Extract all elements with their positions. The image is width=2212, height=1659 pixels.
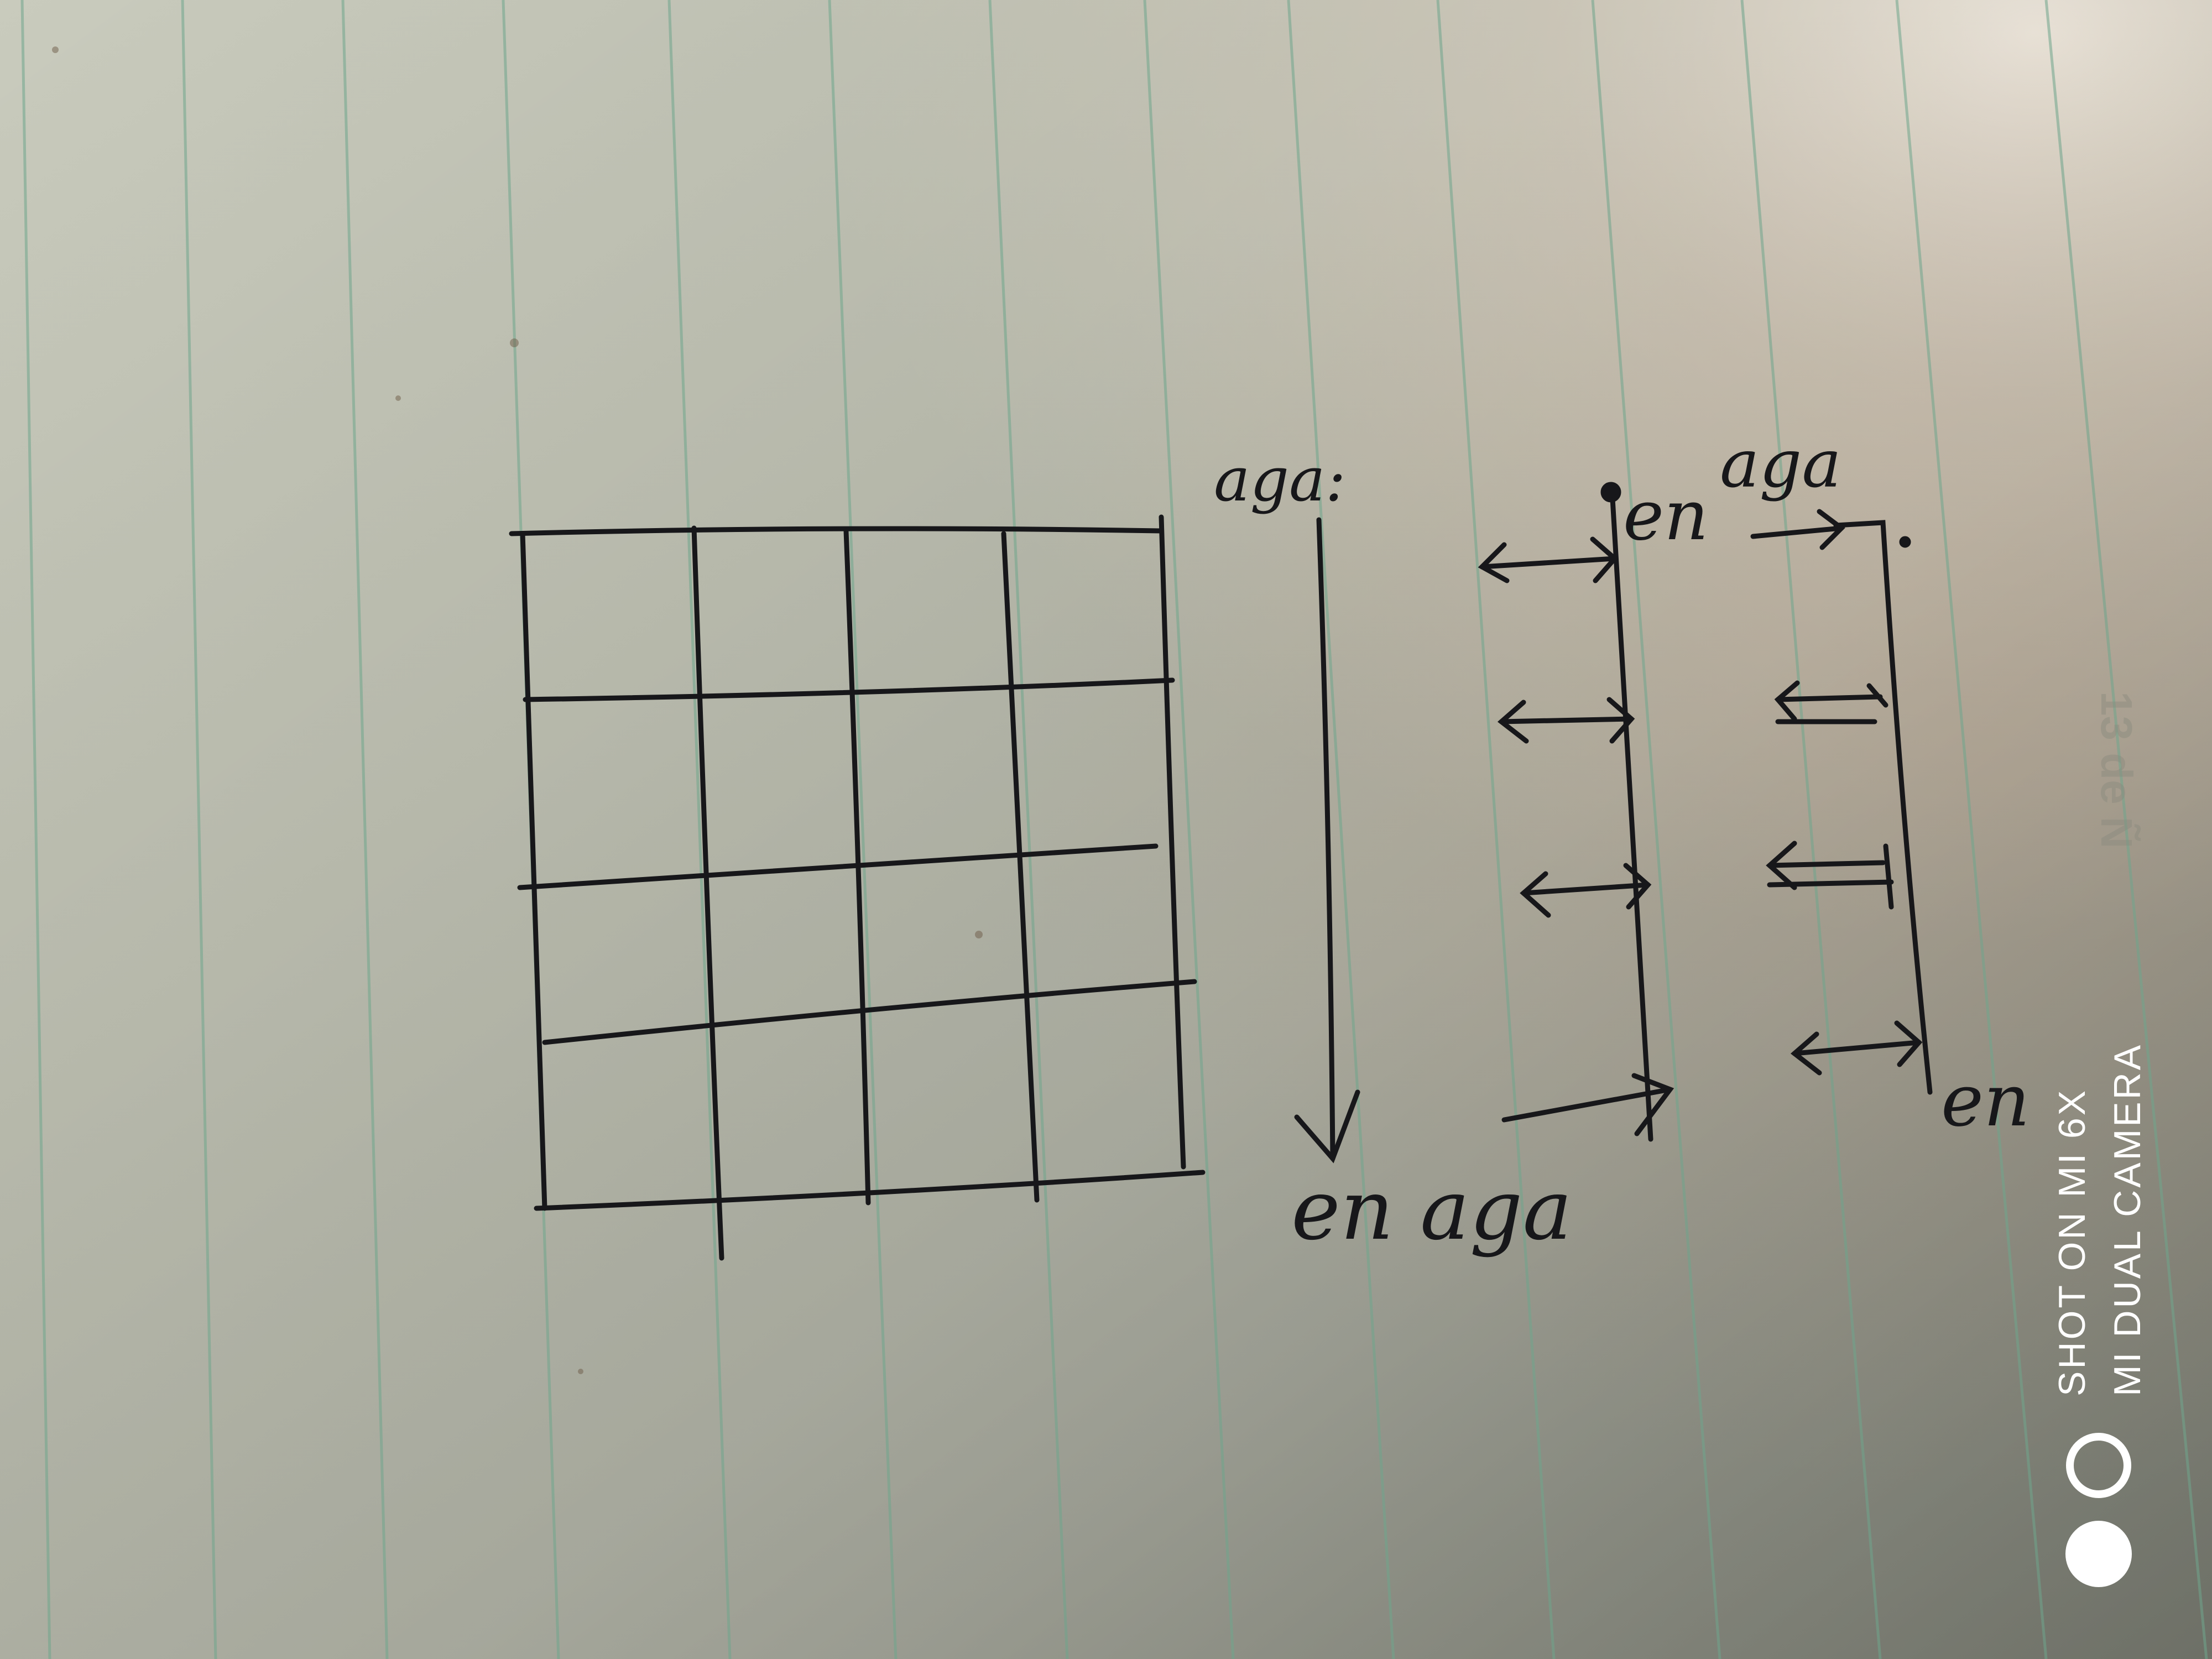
right-column-diagram bbox=[1750, 509, 1933, 1095]
grid-sketch bbox=[509, 514, 1206, 1261]
label-en-right: en bbox=[1941, 1058, 2030, 1142]
grid-line-v3 bbox=[843, 528, 871, 1206]
grid-line-h3 bbox=[517, 843, 1159, 890]
down-arrow bbox=[1294, 517, 1360, 1164]
grid-line-h5 bbox=[534, 1170, 1206, 1211]
camera-watermark: SHOT ON MI 6X MI DUAL CAMERA bbox=[2051, 1043, 2148, 1587]
grid-line-v4 bbox=[1001, 531, 1040, 1203]
label-en-middle: en bbox=[1623, 476, 1708, 556]
grid-line-h4 bbox=[542, 979, 1197, 1045]
grid-line-h1 bbox=[509, 526, 1164, 536]
watermark-line2: MI DUAL CAMERA bbox=[2106, 1043, 2148, 1396]
label-aga-start: aga: bbox=[1214, 444, 1346, 515]
grid-line-v1 bbox=[520, 531, 547, 1211]
grid-line-h2 bbox=[523, 677, 1175, 702]
middle-vertical-line bbox=[1609, 487, 1653, 1142]
middle-column-diagram bbox=[1478, 482, 1674, 1142]
dual-camera-circles-icon bbox=[2065, 1433, 2132, 1587]
grid-line-v5 bbox=[1159, 514, 1186, 1170]
paper-margin-mark: 13 de Ñ bbox=[2092, 691, 2141, 849]
grid-line-v2 bbox=[691, 525, 724, 1261]
right-vertical-line bbox=[1833, 520, 1933, 1095]
watermark-line1: SHOT ON MI 6X bbox=[2051, 1088, 2093, 1396]
label-en-aga-bottom: en aga bbox=[1291, 1162, 1572, 1259]
label-aga-right: aga bbox=[1720, 426, 1841, 503]
paper-specks bbox=[52, 46, 983, 1374]
